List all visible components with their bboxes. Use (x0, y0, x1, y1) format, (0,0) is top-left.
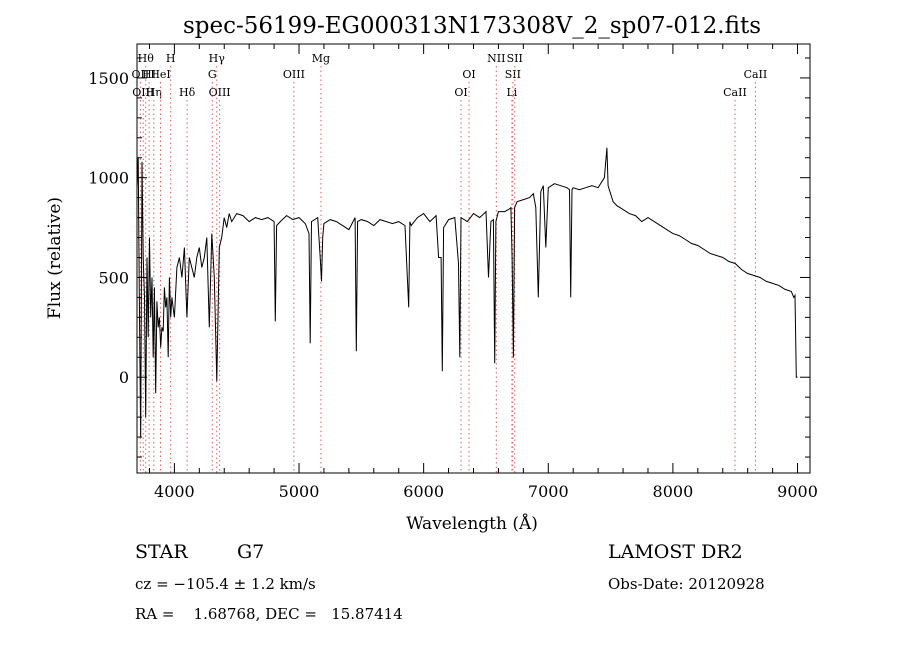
y-axis-label: Flux (relative) (45, 197, 65, 319)
line-marker-label: SII (507, 52, 523, 65)
redshift-cz: cz = −105.4 ± 1.2 km/s (135, 575, 316, 593)
line-marker-label: NII (487, 52, 505, 65)
y-tick-label: 1000 (88, 169, 129, 188)
obs-date: Obs-Date: 20120928 (608, 575, 765, 593)
line-marker-label: Hγ (209, 52, 226, 65)
plot-frame (136, 43, 811, 474)
line-marker-label: OIII (209, 86, 231, 99)
x-tick-label: 6000 (403, 482, 444, 501)
object-class: STAR (135, 541, 188, 563)
line-marker-label: OI (462, 68, 475, 81)
line-marker-label: Hθ (138, 52, 155, 65)
line-marker-label: CaII (723, 86, 747, 99)
line-marker-label: OI (454, 86, 467, 99)
spectrum-line (136, 147, 798, 438)
line-marker-label: Li (506, 86, 517, 99)
x-tick-label: 5000 (279, 482, 320, 501)
line-marker-label: Hη (146, 86, 162, 99)
y-tick-label: 0 (119, 368, 129, 387)
line-marker-label: CaII (744, 68, 768, 81)
x-tick-label: 9000 (777, 482, 818, 501)
object-subclass: G7 (237, 541, 265, 563)
survey-name: LAMOST DR2 (608, 541, 743, 563)
line-marker-label: Mg (312, 52, 330, 65)
line-marker-label: G (208, 68, 217, 81)
line-marker-label: HeI (150, 68, 170, 81)
x-tick-label: 4000 (154, 482, 195, 501)
line-marker-label: H (166, 52, 176, 65)
x-tick-label: 8000 (653, 482, 694, 501)
y-tick-label: 1500 (88, 69, 129, 88)
line-marker-label: SII (505, 68, 521, 81)
line-marker-label: Hδ (179, 86, 196, 99)
chart-title: spec-56199-EG000313N173308V_2_sp07-012.f… (183, 13, 761, 39)
x-tick-label: 7000 (528, 482, 569, 501)
line-marker-label: OIII (283, 68, 305, 81)
line-markers: OIIOIIIHθHIHηHeIHHδGHγOIIIOIIIMgOIOINIIL… (132, 52, 768, 473)
ra-dec: RA = 1.68768, DEC = 15.87414 (135, 605, 403, 623)
x-axis-label: Wavelength (Å) (406, 513, 538, 534)
axis-ticks: 4000 5000 6000 7000 8000 9000 0 500 1000 1500 (88, 44, 818, 501)
y-tick-label: 500 (98, 268, 129, 287)
